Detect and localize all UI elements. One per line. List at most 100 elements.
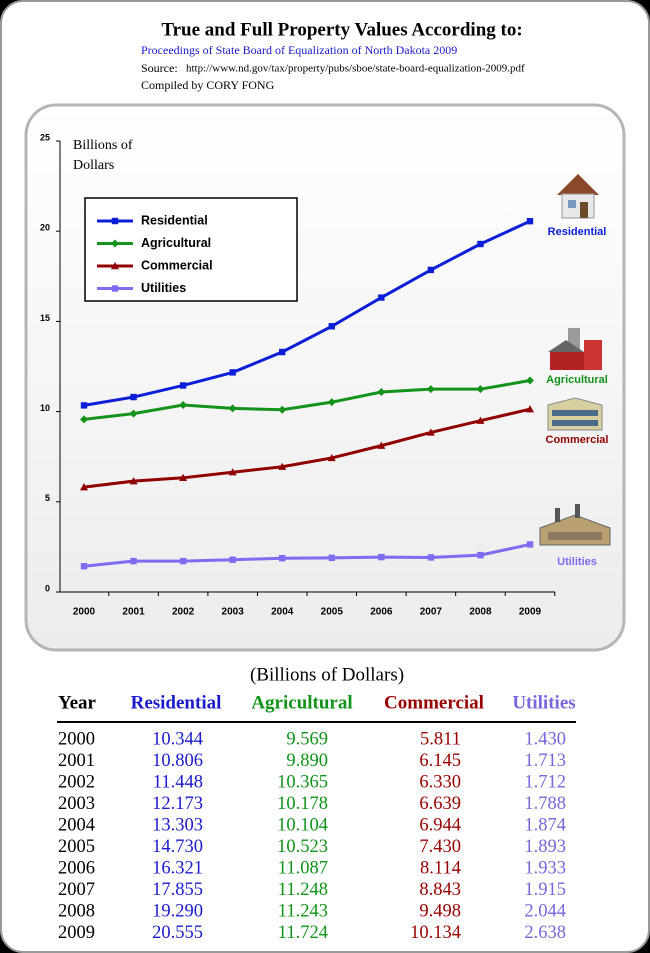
table-cell: 9.569 (286, 729, 328, 749)
table-cell: 17.855 (152, 880, 203, 900)
table-cell: 2004 (58, 815, 95, 835)
marker (130, 557, 137, 565)
table-cell: 11.724 (278, 923, 328, 943)
series-line (83, 379, 531, 421)
marker (327, 398, 336, 407)
factory-icon (539, 504, 611, 546)
table-cell: 9.498 (419, 901, 461, 921)
table-cell: 14.730 (152, 837, 203, 857)
title: True and Full Property Values According … (161, 19, 522, 40)
source-label: Source: (141, 61, 178, 75)
table-cell: 11.087 (278, 858, 328, 878)
table-cell: 10.134 (410, 923, 461, 943)
marker (526, 376, 534, 385)
column-header: Commercial (384, 692, 484, 713)
marker (526, 217, 534, 225)
marker (378, 553, 385, 561)
y-tick-label: 20 (40, 223, 50, 233)
table-cell: 1.893 (524, 837, 566, 857)
table-cell: 2005 (58, 837, 95, 857)
table-cell: 20.555 (152, 923, 203, 943)
table-cell: 2003 (58, 794, 95, 814)
x-tick-label: 2007 (420, 607, 443, 618)
legend-label: Commercial (141, 258, 213, 272)
series-line (83, 219, 531, 407)
marker (130, 393, 137, 401)
marker (327, 453, 336, 462)
series-end-label: Residential (548, 226, 607, 238)
table: (Billions of Dollars) Year Residential Agri… (57, 664, 576, 943)
series-end-label: Utilities (557, 556, 597, 568)
table-cell: 10.806 (152, 751, 203, 771)
table-cell: 1.430 (524, 729, 566, 749)
marker (279, 348, 286, 356)
table-cell: 6.944 (419, 815, 461, 835)
legend-box (84, 197, 298, 302)
marker (278, 462, 287, 470)
table-cell: 2008 (58, 901, 95, 921)
y-axis-label: Dollars (73, 158, 114, 173)
table-cell: 6.639 (419, 794, 461, 814)
marker (179, 473, 188, 482)
x-tick-label: 2002 (172, 607, 195, 618)
series-end-label: Agricultural (546, 374, 608, 386)
legend-marker (111, 262, 119, 270)
table-cell: 10.178 (277, 794, 328, 814)
legend-label: Agricultural (141, 236, 211, 250)
table-cell: 8.114 (420, 858, 461, 878)
table-cell: 2000 (58, 729, 95, 749)
marker (426, 428, 435, 436)
marker (526, 541, 534, 548)
legend-label: Utilities (141, 281, 186, 295)
table-cell: 7.430 (419, 837, 461, 857)
marker (278, 405, 287, 414)
marker (129, 477, 138, 485)
marker (229, 556, 236, 563)
table-cell: 2.044 (524, 901, 566, 921)
table-cell: 2009 (58, 923, 95, 943)
marker (476, 416, 485, 424)
series-line (83, 542, 531, 568)
x-tick-label: 2008 (469, 607, 492, 618)
marker (179, 557, 187, 565)
table-cell: 1.933 (524, 858, 566, 878)
legend-marker (111, 217, 119, 225)
x-tick-label: 2009 (519, 607, 542, 618)
house-icon (557, 174, 599, 219)
legend-marker (111, 285, 119, 292)
compiled-by: Compiled by CORY FONG (141, 78, 275, 92)
x-tick-label: 2005 (321, 607, 344, 618)
table-cell: 13.303 (152, 815, 203, 835)
y-axis-label: Billions of (73, 138, 133, 153)
source-url: http://www.nd.gov/tax/property/pubs/sboe… (186, 63, 525, 75)
table-cell: 2007 (58, 880, 95, 900)
series-line (83, 407, 531, 489)
table-cell: 12.173 (152, 794, 203, 814)
table-caption: (Billions of Dollars) (250, 664, 404, 685)
marker (229, 369, 236, 376)
column-header: Agricultural (251, 692, 352, 713)
legend-label: Residential (141, 213, 208, 227)
marker (129, 409, 138, 418)
y-tick-label: 15 (40, 313, 50, 323)
marker (328, 323, 335, 330)
table-cell: 2001 (58, 751, 95, 771)
marker (228, 404, 237, 413)
table-cell: 10.104 (277, 815, 328, 835)
barn-icon (548, 328, 602, 370)
table-cell: 1.788 (524, 794, 566, 814)
marker (476, 385, 485, 394)
column-header: Year (58, 692, 97, 713)
table-cell: 9.890 (286, 751, 328, 771)
table-cell: 1.874 (524, 815, 566, 835)
office-icon (547, 397, 603, 431)
column-header: Utilities (512, 692, 575, 713)
table-cell: 2006 (58, 858, 95, 878)
marker (80, 415, 88, 424)
table-cell: 6.330 (419, 772, 461, 792)
marker (477, 240, 484, 248)
chart: 0 5 10 15 20 25 2000 2001 2002 2003 2004 2005 2006 20… (40, 132, 609, 617)
table-cell: 1.712 (524, 772, 566, 792)
column-header: Residential (131, 692, 222, 713)
marker (80, 483, 88, 491)
